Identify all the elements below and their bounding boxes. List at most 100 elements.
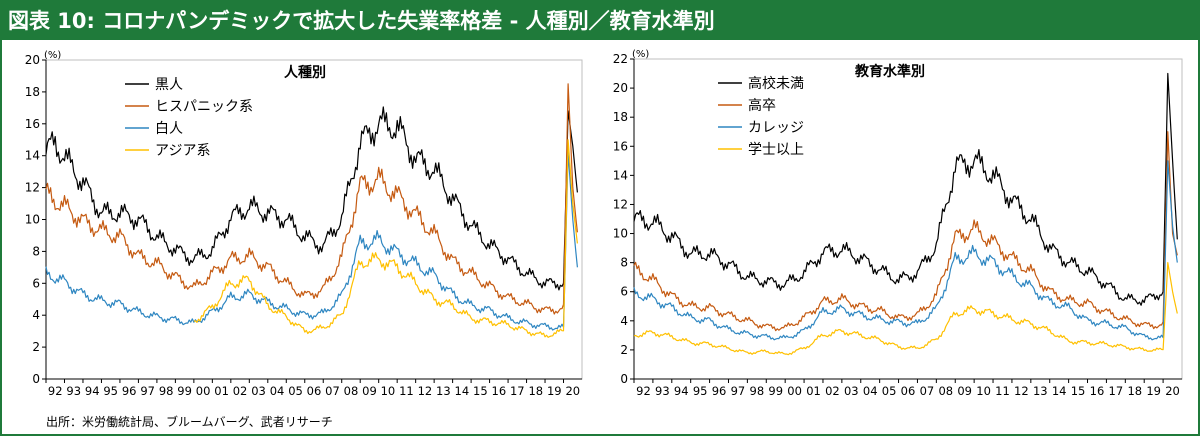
legend-label: アジア系 <box>155 143 210 159</box>
x-tick-label: 95 <box>103 384 118 398</box>
x-tick-label: 15 <box>473 384 488 398</box>
x-tick-label: 97 <box>731 384 746 398</box>
y-tick-label: 8 <box>620 256 628 270</box>
x-tick-label: 17 <box>1109 384 1124 398</box>
x-tick-label: 98 <box>159 384 174 398</box>
series-line-2 <box>633 131 1178 332</box>
y-unit-label: (%) <box>632 49 649 60</box>
y-tick-label: 6 <box>32 276 40 290</box>
x-tick-label: 93 <box>66 384 81 398</box>
x-tick-label: 00 <box>787 384 802 398</box>
x-tick-label: 08 <box>344 384 359 398</box>
x-tick-label: 94 <box>85 384 100 398</box>
x-tick-label: 13 <box>436 384 451 398</box>
x-tick-label: 11 <box>399 384 414 398</box>
x-tick-label: 13 <box>1033 384 1048 398</box>
x-tick-label: 97 <box>140 384 155 398</box>
x-tick-label: 04 <box>863 384 878 398</box>
x-tick-label: 05 <box>882 384 897 398</box>
x-tick-label: 12 <box>418 384 433 398</box>
series-line-3 <box>45 151 578 331</box>
x-tick-label: 18 <box>528 384 543 398</box>
x-tick-label: 09 <box>362 384 377 398</box>
x-tick-label: 93 <box>655 384 670 398</box>
x-tick-label: 10 <box>381 384 396 398</box>
y-tick-label: 8 <box>32 244 40 258</box>
y-tick-label: 22 <box>613 52 628 66</box>
y-tick-label: 14 <box>613 168 628 182</box>
x-tick-label: 16 <box>492 384 507 398</box>
legend-label: 学士以上 <box>748 142 804 158</box>
x-tick-label: 18 <box>1127 384 1142 398</box>
x-tick-label: 96 <box>712 384 727 398</box>
y-tick-label: 20 <box>25 53 40 67</box>
x-tick-label: 12 <box>1014 384 1029 398</box>
x-tick-label: 07 <box>920 384 935 398</box>
x-tick-label: 04 <box>270 384 285 398</box>
x-tick-label: 02 <box>825 384 840 398</box>
y-tick-label: 4 <box>620 314 628 328</box>
series-line-1 <box>633 72 1178 306</box>
x-tick-label: 96 <box>122 384 137 398</box>
y-tick-label: 16 <box>25 117 40 131</box>
y-tick-label: 0 <box>620 372 628 386</box>
y-tick-label: 12 <box>25 181 40 195</box>
x-tick-label: 14 <box>1052 384 1067 398</box>
y-tick-label: 16 <box>613 139 628 153</box>
x-tick-label: 98 <box>750 384 765 398</box>
x-tick-label: 95 <box>693 384 708 398</box>
x-tick-label: 99 <box>768 384 783 398</box>
legend-label: カレッジ <box>748 120 804 136</box>
chart-title: 教育水準別 <box>855 63 925 80</box>
legend-label: 黒人 <box>155 77 183 93</box>
x-tick-label: 15 <box>1071 384 1086 398</box>
y-tick-label: 20 <box>613 81 628 95</box>
x-tick-label: 03 <box>844 384 859 398</box>
x-tick-label: 06 <box>901 384 916 398</box>
x-tick-label: 06 <box>307 384 322 398</box>
x-tick-label: 16 <box>1090 384 1105 398</box>
y-tick-label: 18 <box>613 110 628 124</box>
legend-label: 高卒 <box>748 97 776 114</box>
y-tick-label: 0 <box>32 372 40 386</box>
x-tick-label: 02 <box>233 384 248 398</box>
x-tick-label: 01 <box>214 384 229 398</box>
series-line-1 <box>45 106 578 291</box>
x-tick-label: 05 <box>288 384 303 398</box>
series-line-3 <box>633 160 1178 341</box>
x-tick-label: 19 <box>1146 384 1161 398</box>
x-tick-label: 94 <box>674 384 689 398</box>
y-tick-label: 10 <box>25 213 40 227</box>
x-tick-label: 00 <box>196 384 211 398</box>
x-tick-label: 01 <box>806 384 821 398</box>
figure-title: 図表 10: コロナパンデミックで拡大した失業率格差 - 人種別／教育水準別 <box>8 9 715 33</box>
y-tick-label: 2 <box>620 343 628 357</box>
y-unit-label: (%) <box>44 50 61 61</box>
legend-label: 白人 <box>155 121 183 137</box>
x-tick-label: 20 <box>565 384 580 398</box>
plot-area <box>45 59 583 380</box>
x-tick-label: 11 <box>995 384 1010 398</box>
x-tick-label: 07 <box>325 384 340 398</box>
y-tick-label: 4 <box>32 308 40 322</box>
y-tick-label: 12 <box>613 197 628 211</box>
y-tick-label: 2 <box>32 340 40 354</box>
y-tick-label: 10 <box>613 227 628 241</box>
series-line-4 <box>193 139 578 338</box>
x-tick-label: 03 <box>251 384 266 398</box>
x-tick-label: 99 <box>177 384 192 398</box>
title-bar: 図表 10: コロナパンデミックで拡大した失業率格差 - 人種別／教育水準別 <box>0 0 1200 40</box>
x-tick-label: 19 <box>547 384 562 398</box>
y-tick-label: 14 <box>25 149 40 163</box>
x-tick-label: 14 <box>455 384 470 398</box>
x-tick-label: 20 <box>1165 384 1180 398</box>
source-note: 出所：米労働統計局、ブルームバーグ、武者リサーチ <box>46 415 333 429</box>
y-tick-label: 6 <box>620 285 628 299</box>
x-tick-label: 17 <box>510 384 525 398</box>
x-tick-label: 09 <box>957 384 972 398</box>
chart-title: 人種別 <box>284 64 326 81</box>
x-tick-label: 92 <box>636 384 651 398</box>
figure-border <box>0 40 1200 436</box>
